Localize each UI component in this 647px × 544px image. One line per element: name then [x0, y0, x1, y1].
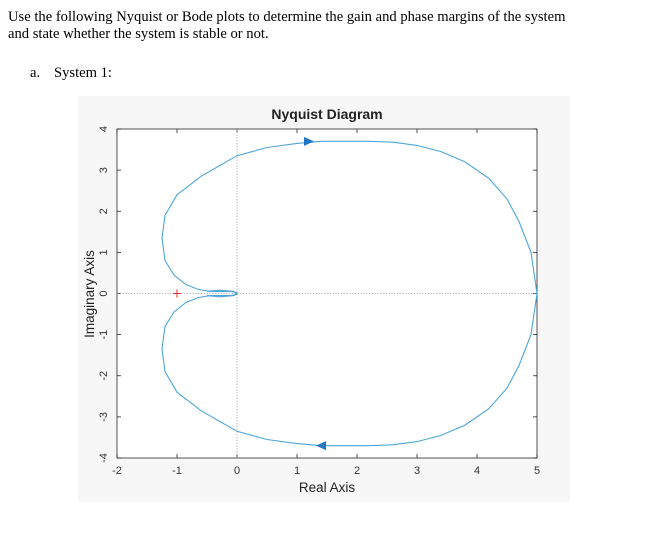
x-tick-label: -2 — [112, 465, 122, 477]
nyquist-curves — [161, 140, 538, 447]
critical-point-marker — [173, 289, 181, 298]
x-tick-label: 4 — [474, 465, 480, 477]
y-axis-label: Imaginary Axis — [82, 250, 97, 338]
nyquist-series-2 — [161, 289, 538, 447]
x-tick-label: 1 — [294, 465, 300, 477]
direction-arrow-1 — [304, 136, 314, 146]
direction-arrow-2 — [316, 441, 326, 451]
y-tick-label: -1 — [98, 330, 110, 340]
item-system-1: a. System 1: — [30, 65, 112, 82]
y-tick-label: 4 — [98, 126, 110, 132]
x-axis-label: Real Axis — [299, 480, 356, 495]
y-tick-label: 3 — [98, 167, 110, 173]
x-tick-label: 5 — [534, 465, 540, 477]
question-line-1: Use the following Nyquist or Bode plots … — [8, 9, 566, 25]
item-number: a. — [30, 65, 41, 81]
chart-markers — [173, 136, 326, 451]
axis-ticks: -2 -1 0 1 2 3 4 5 -4 -3 -2 -1 0 1 2 3 4 — [98, 126, 540, 477]
y-tick-label: -3 — [98, 412, 110, 422]
y-tick-label: 0 — [98, 290, 110, 296]
zero-lines — [117, 129, 537, 458]
item-label: System 1: — [54, 65, 112, 81]
chart-title: Nyquist Diagram — [271, 106, 382, 122]
nyquist-series-1 — [161, 140, 538, 298]
nyquist-chart: Nyquist Diagram Real Axis Imaginary Axis… — [82, 106, 540, 495]
y-tick-label: -4 — [98, 453, 110, 463]
x-tick-label: 2 — [354, 465, 360, 477]
question-text: Use the following Nyquist or Bode plots … — [8, 9, 638, 43]
nyquist-figure: Nyquist Diagram Real Axis Imaginary Axis… — [78, 96, 570, 502]
x-tick-label: -1 — [172, 465, 182, 477]
y-tick-label: -2 — [98, 371, 110, 381]
x-tick-label: 0 — [234, 465, 240, 477]
x-tick-label: 3 — [414, 465, 420, 477]
question-line-2: and state whether the system is stable o… — [8, 26, 269, 42]
y-tick-label: 1 — [98, 249, 110, 255]
y-tick-label: 2 — [98, 208, 110, 214]
